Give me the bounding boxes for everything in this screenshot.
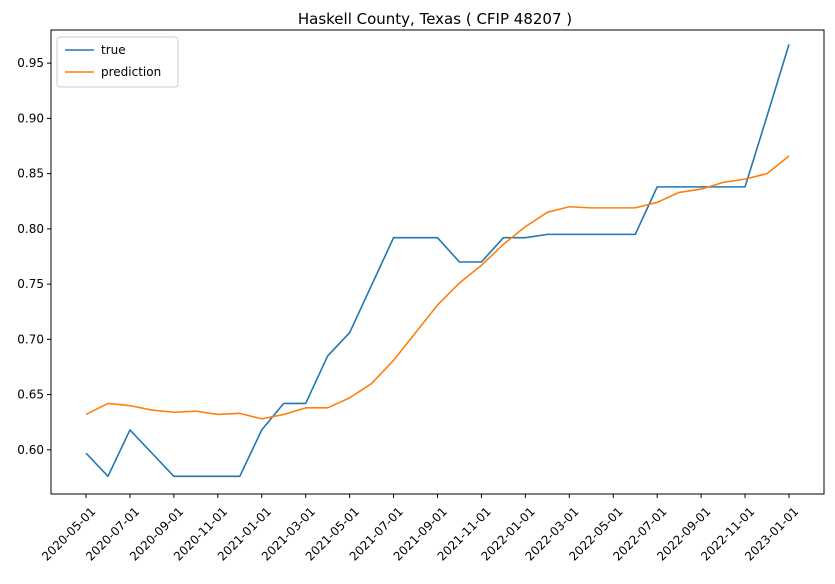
legend-label: true xyxy=(101,43,126,57)
y-axis: 0.60 0.65 0.70 0.75 0.80 0.85 0.90 0.95 xyxy=(17,56,51,457)
y-tick-label: 0.60 xyxy=(17,443,44,457)
y-tick-label: 0.70 xyxy=(17,332,44,346)
series-line-true xyxy=(85,44,790,478)
y-tick-label: 0.85 xyxy=(17,167,44,181)
y-tick-label: 0.95 xyxy=(17,56,44,70)
x-axis: 2020-05-012020-07-012020-09-012020-11-01… xyxy=(39,494,801,564)
legend: true prediction xyxy=(56,36,179,88)
y-tick-label: 0.90 xyxy=(17,111,44,125)
chart-title: Haskell County, Texas ( CFIP 48207 ) xyxy=(298,10,572,28)
y-tick-label: 0.65 xyxy=(17,388,44,402)
series-line-prediction xyxy=(85,155,790,420)
y-tick-label: 0.80 xyxy=(17,222,44,236)
y-tick-label: 0.75 xyxy=(17,277,44,291)
series-layer xyxy=(85,44,790,478)
plot-area xyxy=(50,29,825,495)
legend-label: prediction xyxy=(101,65,161,79)
